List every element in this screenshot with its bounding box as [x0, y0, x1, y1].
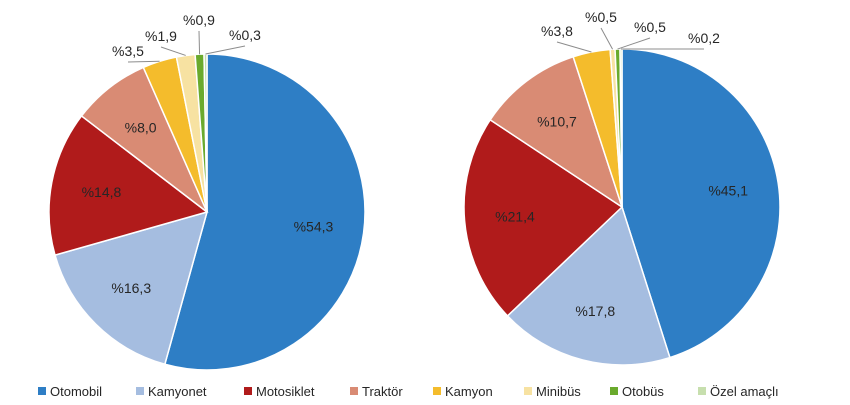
legend-item: Otobüs [610, 384, 664, 399]
data-label: %17,8 [575, 303, 615, 319]
pie-slice-kamyonet [54, 210, 209, 366]
legend-swatch [433, 387, 441, 395]
leader-line [160, 46, 186, 56]
data-label: %0,5 [585, 9, 617, 25]
data-label: %3,5 [112, 43, 144, 59]
legend-item: Traktör [350, 384, 403, 399]
data-label: %3,8 [541, 23, 573, 39]
data-label: %0,5 [634, 19, 666, 35]
legend-swatch [610, 387, 618, 395]
legend-label: Özel amaçlı [710, 384, 779, 399]
data-label: %45,1 [708, 183, 748, 199]
legend-label: Otobüs [622, 384, 664, 399]
legend-swatch [244, 387, 252, 395]
pie-chart-1: %54,3 %16,3 %14,8 %8,0 %3,5%1,9 %0,9 %0,3 [48, 12, 366, 371]
pie-slice-kamyonet [506, 205, 671, 366]
data-label: %0,9 [183, 12, 215, 28]
legend-item: Özel amaçlı [698, 384, 779, 399]
legend-label: Kamyonet [148, 384, 207, 399]
data-label: %54,3 [294, 218, 334, 234]
leader-line [617, 37, 651, 50]
leader-line [198, 30, 201, 55]
legend-swatch [38, 387, 46, 395]
data-label: %16,3 [111, 280, 151, 296]
pie-slice-traktör [489, 55, 624, 209]
data-label: %10,7 [537, 113, 577, 129]
data-label: %8,0 [125, 120, 157, 136]
legend-item: Minibüs [524, 384, 581, 399]
legend-swatch [524, 387, 532, 395]
pie-slice-otomobil [621, 48, 781, 359]
legend: Otomobil Kamyonet Motosiklet Traktör Kamyon M… [38, 384, 779, 399]
legend-label: Traktör [362, 384, 403, 399]
legend-swatch [350, 387, 358, 395]
leader-line [556, 41, 592, 53]
data-label: %1,9 [145, 28, 177, 44]
legend-swatch [698, 387, 706, 395]
legend-item: Kamyon [433, 384, 493, 399]
pie-slice-motosiklet [48, 114, 209, 257]
leader-line [600, 27, 614, 50]
pie-chart-2: %45,1 %17,8 %21,4 %10,7 %3,8 %0,5 %0,5 %0,2 [463, 9, 781, 366]
legend-item: Otomobil [38, 384, 102, 399]
legend-item: Motosiklet [244, 384, 315, 399]
data-label: %0,2 [688, 30, 720, 46]
data-label: %21,4 [495, 208, 535, 224]
pie-slice-motosiklet [463, 118, 624, 317]
pie-slice-otomobil [163, 53, 366, 371]
leader-line [205, 45, 246, 55]
legend-label: Minibüs [536, 384, 581, 399]
legend-swatch [136, 387, 144, 395]
legend-item: Kamyonet [136, 384, 207, 399]
legend-label: Kamyon [445, 384, 493, 399]
legend-label: Motosiklet [256, 384, 315, 399]
data-label: %0,3 [229, 27, 261, 43]
legend-label: Otomobil [50, 384, 102, 399]
leader-line [127, 60, 160, 63]
data-label: %14,8 [82, 184, 122, 200]
